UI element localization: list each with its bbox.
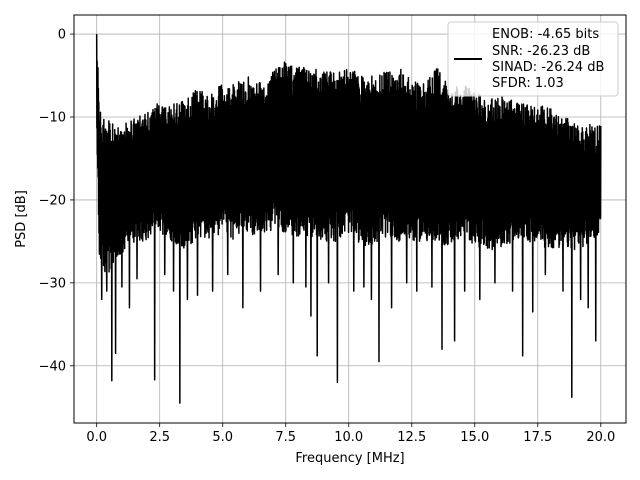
x-tick-label: 0.0 — [86, 430, 107, 445]
legend-line-sfdr: SFDR: 1.03 — [492, 76, 564, 91]
x-tick-label: 7.5 — [275, 430, 296, 445]
x-tick-label: 20.0 — [586, 430, 615, 445]
psd-line — [95, 34, 602, 404]
y-axis-ticks: 0 −10 −20 −30 −40 — [39, 28, 74, 374]
y-tick-label: −20 — [39, 193, 66, 208]
y-tick-label: −10 — [39, 111, 66, 126]
x-axis-ticks: 0.0 2.5 5.0 7.5 10.0 12.5 15.0 17.5 20.0 — [86, 423, 615, 445]
y-tick-label: −40 — [39, 359, 66, 374]
x-tick-label: 10.0 — [334, 430, 363, 445]
x-tick-label: 12.5 — [397, 430, 426, 445]
psd-series — [95, 34, 602, 404]
legend-line-enob: ENOB: -4.65 bits — [492, 27, 599, 42]
plot-frame — [73, 14, 627, 424]
x-tick-label: 2.5 — [149, 430, 170, 445]
legend-line-snr: SNR: -26.23 dB — [492, 44, 590, 59]
x-tick-label: 5.0 — [212, 430, 233, 445]
x-tick-label: 15.0 — [460, 430, 489, 445]
y-axis-label: PSD [dB] — [14, 190, 29, 248]
y-tick-label: −30 — [39, 276, 66, 291]
y-tick-label: 0 — [58, 28, 66, 43]
legend-box — [447, 21, 619, 97]
x-axis-label: Frequency [MHz] — [295, 451, 404, 466]
x-tick-label: 17.5 — [523, 430, 552, 445]
legend: ENOB: -4.65 bits SNR: -26.23 dB SINAD: -… — [447, 21, 619, 97]
legend-line-sinad: SINAD: -26.24 dB — [492, 60, 604, 75]
